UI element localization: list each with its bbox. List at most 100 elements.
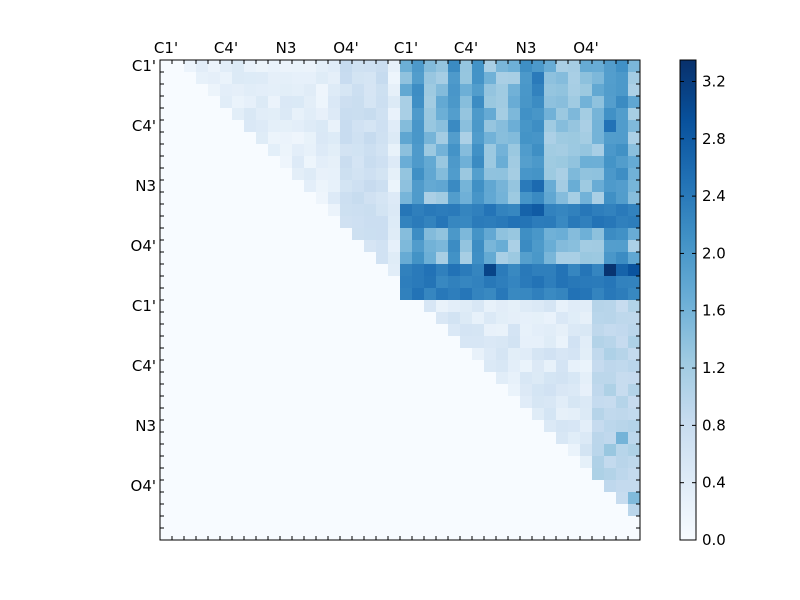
- heatmap-cell: [544, 216, 557, 229]
- heatmap-cell: [580, 420, 593, 433]
- heatmap-cell: [556, 168, 569, 181]
- heatmap-cell: [244, 96, 257, 109]
- heatmap-cell: [160, 504, 173, 517]
- heatmap-cell: [556, 144, 569, 157]
- heatmap-cell: [172, 384, 185, 397]
- heatmap-cell: [592, 408, 605, 421]
- heatmap-cell: [256, 324, 269, 337]
- heatmap-cell: [556, 456, 569, 469]
- heatmap-cell: [412, 60, 425, 73]
- heatmap-cell: [448, 348, 461, 361]
- heatmap-cell: [232, 120, 245, 133]
- heatmap-cell: [208, 216, 221, 229]
- heatmap-cell: [208, 468, 221, 481]
- heatmap-cell: [472, 312, 485, 325]
- heatmap-cell: [472, 168, 485, 181]
- heatmap-cell: [580, 372, 593, 385]
- heatmap-cell: [256, 96, 269, 109]
- heatmap-cell: [568, 192, 581, 205]
- heatmap-cell: [592, 492, 605, 505]
- heatmap-cell: [568, 264, 581, 277]
- heatmap-cell: [604, 324, 617, 337]
- heatmap-cell: [628, 468, 641, 481]
- heatmap-cell: [424, 204, 437, 217]
- heatmap-cell: [496, 96, 509, 109]
- heatmap-cell: [472, 360, 485, 373]
- heatmap-cell: [400, 276, 413, 289]
- heatmap-cell: [388, 108, 401, 121]
- heatmap-cell: [484, 132, 497, 145]
- heatmap-cell: [424, 60, 437, 73]
- heatmap-cell: [448, 300, 461, 313]
- heatmap-cell: [628, 228, 641, 241]
- heatmap-cell: [628, 120, 641, 133]
- heatmap-cell: [532, 156, 545, 169]
- heatmap-cell: [268, 456, 281, 469]
- heatmap-cell: [532, 504, 545, 517]
- heatmap-cell: [616, 444, 629, 457]
- heatmap-cell: [316, 384, 329, 397]
- heatmap-cell: [376, 168, 389, 181]
- heatmap-cell: [184, 492, 197, 505]
- heatmap-cell: [160, 384, 173, 397]
- heatmap-cell: [436, 240, 449, 253]
- heatmap-cell: [628, 96, 641, 109]
- heatmap-cell: [544, 108, 557, 121]
- heatmap-cell: [460, 360, 473, 373]
- heatmap-cell: [268, 252, 281, 265]
- heatmap-cell: [244, 360, 257, 373]
- heatmap-cell: [256, 396, 269, 409]
- heatmap-cell: [208, 60, 221, 73]
- heatmap-cell: [556, 408, 569, 421]
- heatmap-cell: [292, 504, 305, 517]
- heatmap-cell: [520, 60, 533, 73]
- heatmap-cell: [268, 168, 281, 181]
- heatmap-cell: [196, 336, 209, 349]
- heatmap-cell: [280, 156, 293, 169]
- heatmap-cell: [292, 252, 305, 265]
- heatmap-cell: [616, 420, 629, 433]
- heatmap-cell: [208, 96, 221, 109]
- heatmap-cell: [628, 348, 641, 361]
- heatmap-cell: [352, 252, 365, 265]
- heatmap-cell: [364, 108, 377, 121]
- heatmap-cell: [580, 492, 593, 505]
- heatmap-cell: [568, 276, 581, 289]
- heatmap-cell: [532, 300, 545, 313]
- heatmap-cell: [580, 360, 593, 373]
- heatmap-cell: [580, 144, 593, 157]
- heatmap-cell: [304, 468, 317, 481]
- heatmap-cell: [172, 372, 185, 385]
- heatmap-cell: [304, 240, 317, 253]
- heatmap-cell: [448, 360, 461, 373]
- heatmap-cell: [616, 276, 629, 289]
- heatmap-cell: [172, 324, 185, 337]
- heatmap-cell: [232, 516, 245, 529]
- heatmap-cell: [532, 360, 545, 373]
- heatmap-cell: [172, 408, 185, 421]
- heatmap-cell: [388, 264, 401, 277]
- heatmap-cell: [472, 132, 485, 145]
- heatmap-cell: [388, 204, 401, 217]
- heatmap-cell: [256, 252, 269, 265]
- heatmap-cell: [208, 72, 221, 85]
- heatmap-cell: [352, 120, 365, 133]
- heatmap-cell: [448, 492, 461, 505]
- heatmap-cell: [220, 276, 233, 289]
- heatmap-cell: [412, 84, 425, 97]
- heatmap-cell: [568, 180, 581, 193]
- heatmap-cell: [484, 144, 497, 157]
- heatmap-cell: [220, 432, 233, 445]
- heatmap-cell: [340, 120, 353, 133]
- heatmap-cell: [556, 240, 569, 253]
- heatmap-cell: [568, 156, 581, 169]
- heatmap-cell: [268, 240, 281, 253]
- heatmap-cell: [436, 144, 449, 157]
- heatmap-cell: [184, 228, 197, 241]
- heatmap-cell: [244, 504, 257, 517]
- heatmap-cell: [532, 180, 545, 193]
- heatmap-cell: [280, 144, 293, 157]
- heatmap-cell: [544, 396, 557, 409]
- heatmap-cell: [556, 156, 569, 169]
- heatmap-cell: [628, 144, 641, 157]
